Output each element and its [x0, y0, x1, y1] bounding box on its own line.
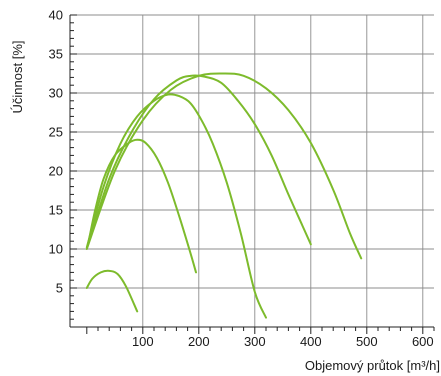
efficiency-curve-5 [85, 72, 363, 260]
axes [69, 15, 434, 328]
y-tick-labels: 5 10 15 20 25 30 35 40 [49, 8, 63, 296]
x-axis-label: Objemový průtok [m³/h] [305, 358, 440, 373]
y-tick-label-40: 40 [49, 8, 63, 23]
x-tick-label-300: 300 [244, 334, 266, 349]
y-tick-label-15: 15 [49, 203, 63, 218]
y-axis-label: Účinnost [%] [10, 41, 25, 114]
minor-ticks [70, 14, 435, 334]
x-tick-label-400: 400 [300, 334, 322, 349]
x-tick-label-500: 500 [356, 334, 378, 349]
y-tick-label-30: 30 [49, 86, 63, 101]
y-tick-label-20: 20 [49, 164, 63, 179]
efficiency-curve-3 [85, 93, 267, 319]
y-tick-label-35: 35 [49, 47, 63, 62]
x-tick-label-100: 100 [132, 334, 154, 349]
y-tick-label-25: 25 [49, 125, 63, 140]
x-tick-label-200: 200 [188, 334, 210, 349]
efficiency-curves [85, 72, 363, 319]
y-tick-label-5: 5 [56, 281, 63, 296]
y-tick-label-10: 10 [49, 242, 63, 257]
efficiency-curve-4 [86, 74, 312, 247]
efficiency-curve-2 [86, 138, 197, 274]
efficiency-curve-1 [85, 269, 139, 313]
x-tick-labels: 100 200 300 400 500 600 [132, 334, 434, 349]
x-tick-label-600: 600 [412, 334, 434, 349]
